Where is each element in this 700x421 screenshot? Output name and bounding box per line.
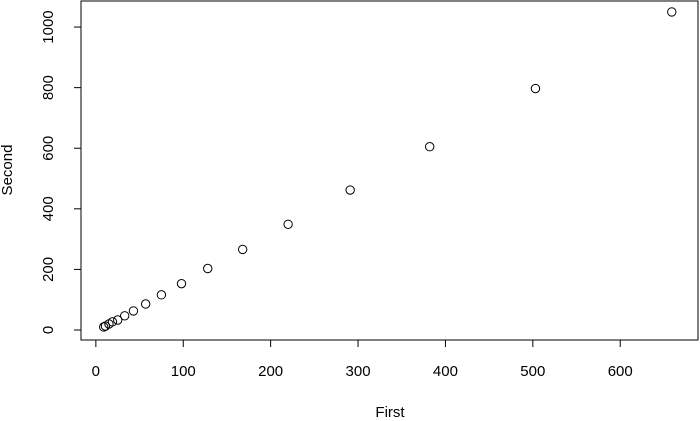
x-tick-label: 200 <box>258 363 283 380</box>
point <box>113 315 123 325</box>
x-axis-label: First <box>375 404 405 421</box>
point <box>530 83 541 94</box>
point <box>425 142 435 152</box>
y-tick-label: 600 <box>40 136 57 161</box>
point <box>119 311 130 321</box>
x-tick-label: 400 <box>433 363 458 380</box>
x-tick-label: 100 <box>171 363 196 380</box>
y-tick-label: 400 <box>40 196 57 221</box>
y-tick-label: 0 <box>40 326 57 334</box>
point <box>107 317 118 327</box>
point <box>345 185 355 195</box>
point <box>667 7 677 17</box>
point <box>140 299 151 309</box>
point <box>99 322 109 332</box>
y-tick-label: 200 <box>40 257 57 282</box>
x-tick-label: 500 <box>520 363 545 380</box>
x-tick-label: 600 <box>608 363 633 380</box>
point <box>237 244 248 255</box>
point <box>128 306 139 316</box>
y-tick-label: 1000 <box>40 10 57 43</box>
x-tick-label: 0 <box>92 363 100 380</box>
point <box>283 219 293 229</box>
x-tick-label: 300 <box>346 363 371 380</box>
point <box>203 263 213 274</box>
y-axis-label: Second <box>0 145 16 196</box>
point <box>156 290 167 300</box>
point <box>176 278 187 289</box>
y-tick-label: 800 <box>40 75 57 100</box>
plot-box <box>80 0 699 341</box>
